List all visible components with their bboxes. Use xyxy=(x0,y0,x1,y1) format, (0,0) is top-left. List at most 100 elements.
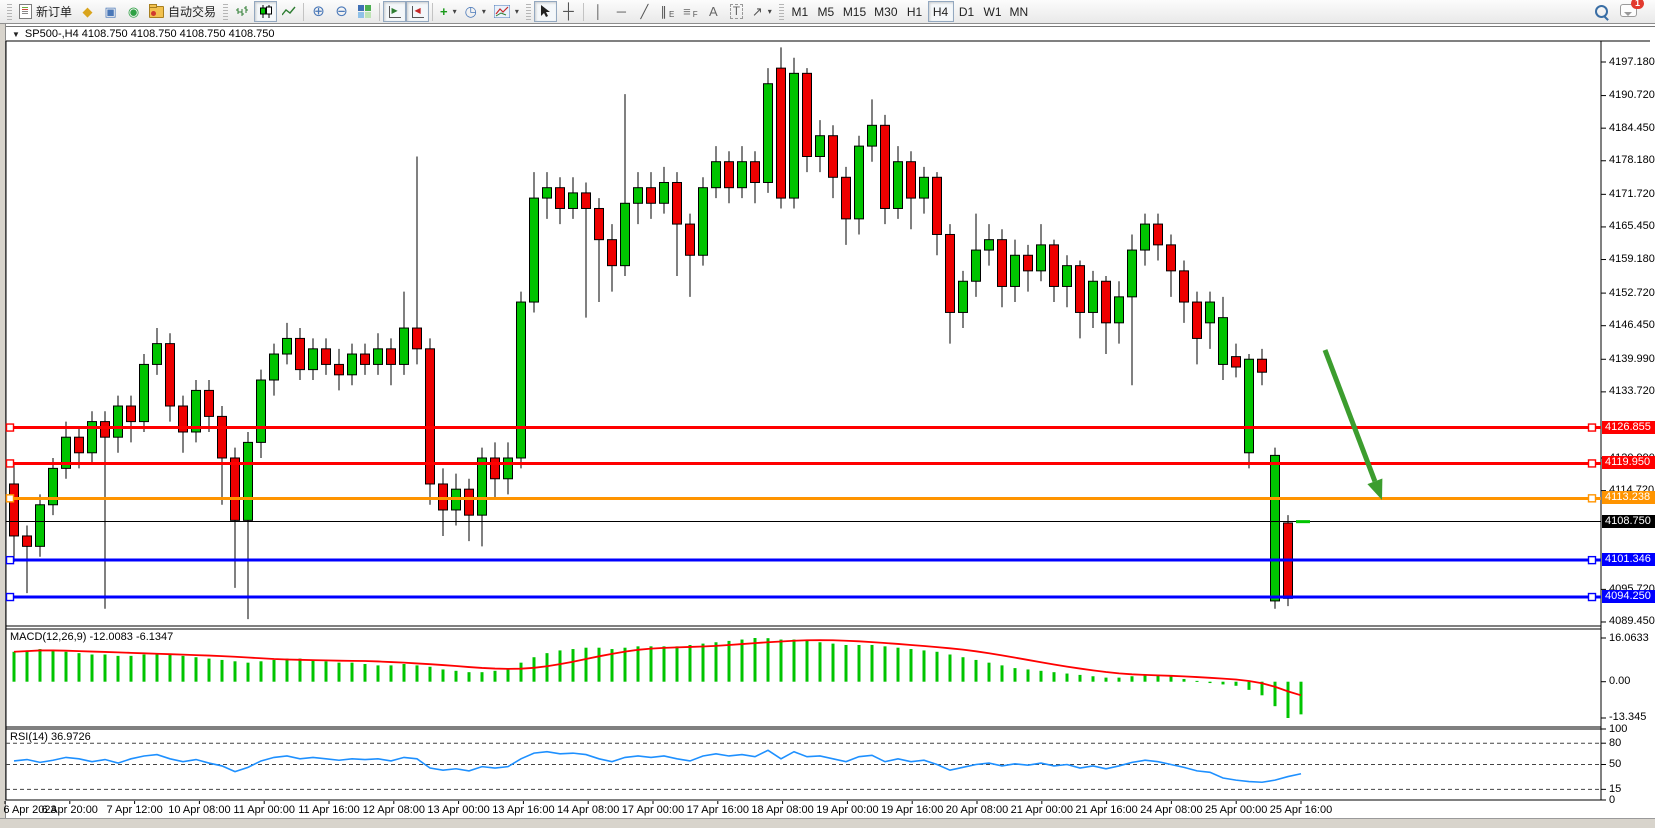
trend-arrow[interactable] xyxy=(1322,349,1383,500)
toolbar-grip[interactable] xyxy=(778,3,784,20)
candle-bear xyxy=(464,488,474,516)
candle-bear xyxy=(1179,270,1189,303)
candle-bear xyxy=(880,124,890,209)
terminal-button[interactable]: ▣ xyxy=(99,1,122,22)
market-watch-button[interactable]: ◆ xyxy=(76,1,99,22)
candle-bull xyxy=(958,280,968,313)
add-indicator-button[interactable]: + ▾ xyxy=(436,1,461,22)
macd-bar xyxy=(298,658,302,682)
toolbar-grip[interactable] xyxy=(525,3,531,20)
horizontal-line-tool-button[interactable]: ─ xyxy=(610,1,633,22)
candle-bear xyxy=(360,353,370,365)
candle-bear xyxy=(1153,223,1163,246)
vertical-line-tool-button[interactable]: │ xyxy=(587,1,610,22)
macd-bar xyxy=(935,651,939,682)
crosshair-tool-button[interactable]: ┼ xyxy=(557,1,580,22)
time-axis[interactable] xyxy=(4,801,1302,804)
timeframe-button-d1[interactable]: D1 xyxy=(954,1,980,22)
hline-4119.950[interactable] xyxy=(5,459,1601,468)
new-order-button[interactable]: 新订单 xyxy=(15,1,76,22)
search-icon[interactable] xyxy=(1595,5,1608,18)
cursor-icon xyxy=(541,5,551,17)
macd-bar xyxy=(272,659,276,682)
macd-bar xyxy=(441,669,445,682)
timeframe-button-mn[interactable]: MN xyxy=(1006,1,1033,22)
hline-4126.855[interactable] xyxy=(5,423,1601,432)
timeframe-button-h4[interactable]: H4 xyxy=(927,1,954,22)
candle-bear xyxy=(334,363,344,376)
candlestick-chart-icon xyxy=(259,5,272,18)
macd-bar xyxy=(1130,676,1134,682)
timeframe-button-m1[interactable]: M1 xyxy=(787,1,813,22)
macd-bar xyxy=(974,659,978,682)
timeframe-button-m15[interactable]: M15 xyxy=(839,1,870,22)
trendline-tool-button[interactable]: ╱ xyxy=(633,1,656,22)
chart-title-bar[interactable]: ▼ SP500-,H4 4108.750 4108.750 4108.750 4… xyxy=(6,26,1655,41)
timeframe-button-m5[interactable]: M5 xyxy=(813,1,839,22)
candle-bull xyxy=(620,202,630,267)
arrows-tool-button[interactable]: ↗ ▾ xyxy=(748,1,776,22)
candle-bear xyxy=(581,192,591,209)
macd-panel xyxy=(12,637,1606,719)
toolbar-grip[interactable] xyxy=(7,3,12,20)
candle-bull xyxy=(256,379,266,443)
macd-bar xyxy=(194,657,198,682)
cursor-tool-button[interactable] xyxy=(533,1,557,22)
periods-button[interactable]: ◷ ▾ xyxy=(461,1,490,22)
candle-bull xyxy=(568,192,578,209)
autotrading-button[interactable]: 自动交易 xyxy=(145,1,220,22)
candle-bear xyxy=(217,415,227,459)
candle-bull xyxy=(1062,265,1072,287)
hline-4101.346[interactable] xyxy=(5,555,1601,565)
timeframe-button-m30[interactable]: M30 xyxy=(870,1,901,22)
candle-bear xyxy=(1101,280,1111,324)
candle-bull xyxy=(711,161,721,189)
hline-4113.238[interactable] xyxy=(5,494,1601,503)
candle-bear xyxy=(425,348,435,485)
candles-layer xyxy=(9,47,1306,620)
bar-chart-button[interactable] xyxy=(231,1,254,22)
zoom-in-button[interactable]: ⊕ xyxy=(307,1,330,22)
text-label-tool-button[interactable]: T xyxy=(725,1,748,22)
fibonacci-tool-button[interactable]: ≡ F xyxy=(679,1,702,22)
tile-windows-button[interactable] xyxy=(353,1,376,22)
line-handle xyxy=(5,423,15,432)
signals-button[interactable]: ◉ xyxy=(122,1,145,22)
candle-bear xyxy=(9,483,19,537)
candle-bear xyxy=(295,337,305,371)
macd-bar xyxy=(519,662,523,682)
timeframe-button-h1[interactable]: H1 xyxy=(902,1,928,22)
macd-bar xyxy=(233,661,237,682)
hline-4094.250[interactable] xyxy=(5,592,1601,602)
candle-bull xyxy=(542,187,552,199)
macd-bar xyxy=(454,670,458,682)
line-handle xyxy=(5,555,15,565)
candle-bull xyxy=(1205,301,1215,324)
macd-bar xyxy=(987,662,991,682)
macd-bar xyxy=(376,665,380,682)
auto-scroll-button[interactable]: ▶ xyxy=(383,1,407,22)
fibonacci-icon: ≡ xyxy=(683,4,691,19)
candlestick-chart-button[interactable] xyxy=(254,1,278,22)
text-tool-button[interactable]: A xyxy=(702,1,725,22)
templates-button[interactable]: ▾ xyxy=(490,1,523,22)
candle-bull xyxy=(763,83,773,183)
macd-bar xyxy=(1247,681,1251,690)
bar-chart-icon xyxy=(235,6,248,16)
macd-bar xyxy=(831,643,835,682)
macd-bar xyxy=(1013,668,1017,682)
zoom-out-button[interactable]: ⊖ xyxy=(330,1,353,22)
line-chart-button[interactable] xyxy=(277,1,300,22)
collapse-triangle-icon[interactable]: ▼ xyxy=(12,29,20,39)
macd-bar xyxy=(714,642,718,682)
candle-bull xyxy=(282,337,292,355)
chat-button[interactable]: 1 xyxy=(1620,0,1644,20)
channel-tool-button[interactable]: ∥ E xyxy=(656,1,679,22)
chart-shift-button[interactable]: ◀ xyxy=(406,1,430,22)
toolbar-grip[interactable] xyxy=(223,3,229,20)
macd-bar xyxy=(779,639,783,682)
terminal-icon: ▣ xyxy=(104,4,117,19)
timeframe-button-w1[interactable]: W1 xyxy=(980,1,1006,22)
macd-bar xyxy=(1026,669,1030,682)
